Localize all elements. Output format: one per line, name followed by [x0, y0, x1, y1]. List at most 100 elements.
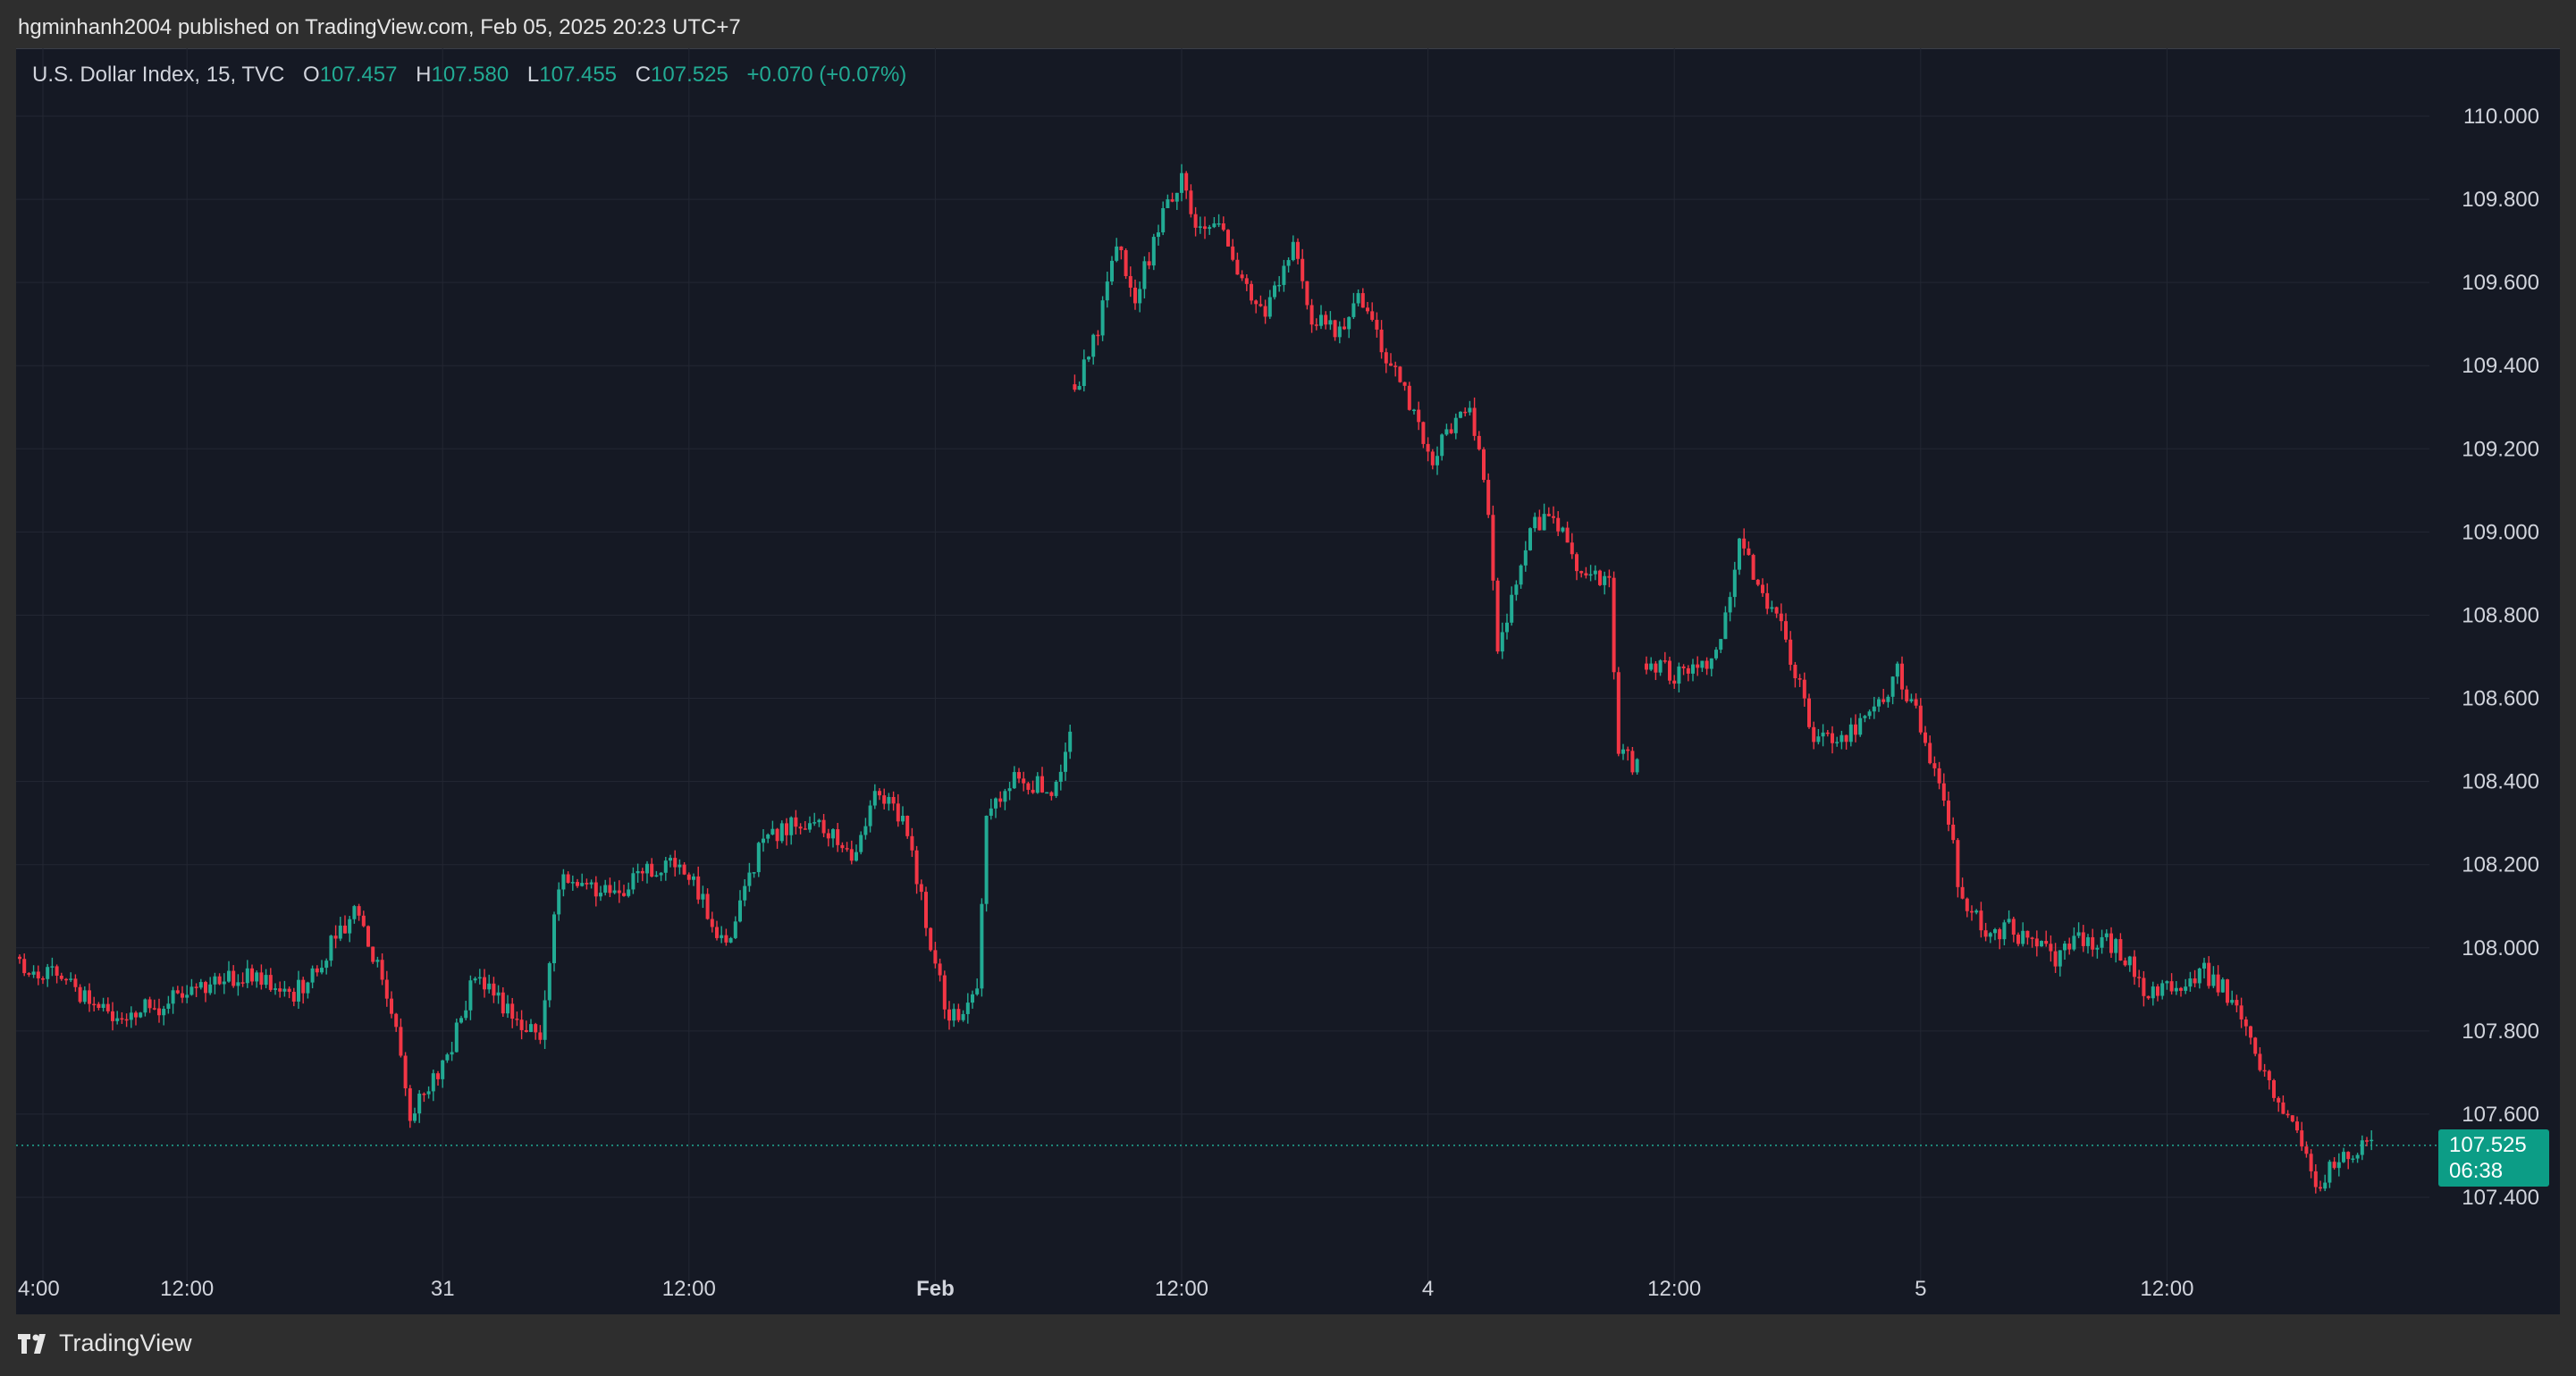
candle-body [1240, 274, 1244, 279]
candle [1932, 756, 1937, 776]
candle [1924, 726, 1927, 747]
candle [585, 878, 589, 890]
candle [1603, 571, 1607, 595]
grid-lines [16, 48, 2429, 1281]
candle [2137, 969, 2142, 988]
candle [1035, 772, 1040, 794]
candle-body [547, 963, 551, 1001]
candle [2076, 922, 2081, 939]
candle-body [1974, 910, 1979, 913]
candle [1291, 235, 1295, 262]
candle [2346, 1151, 2351, 1170]
candle [794, 810, 798, 835]
candlestick-chart[interactable]: 110.000 109.800 109.600 109.400 109.200 109.0… [16, 48, 2560, 1313]
candle [1115, 238, 1119, 263]
candle-body [519, 1019, 524, 1030]
candle [64, 977, 68, 986]
candle-body [1477, 435, 1481, 449]
candle [631, 867, 636, 894]
candle [1366, 301, 1369, 315]
change-value: +0.070 (+0.07%) [746, 63, 907, 87]
candle [566, 871, 570, 884]
candle-body [1286, 260, 1291, 266]
candle-body [924, 892, 928, 928]
candle-body [863, 826, 868, 835]
candle-body [1751, 555, 1755, 580]
candle [380, 953, 384, 986]
candle [2133, 950, 2136, 986]
candle-body [868, 805, 872, 826]
candle-body [1100, 300, 1105, 336]
candle-body [464, 1010, 468, 1019]
candle [1472, 397, 1477, 441]
candle-body [250, 968, 254, 982]
tradingview-logo[interactable]: TradingView [18, 1330, 192, 1357]
candle-body [324, 961, 329, 969]
candle-body [756, 843, 761, 873]
candle-body [617, 890, 621, 894]
candle-body [450, 1052, 454, 1055]
candle-body [185, 994, 189, 998]
candle-body [2142, 977, 2146, 996]
candle [2272, 1078, 2276, 1102]
candle [50, 957, 55, 977]
candle-body [496, 992, 501, 996]
candle-body [1993, 929, 1997, 934]
candle [831, 828, 835, 848]
candle-body [1835, 742, 1839, 743]
candle [1858, 713, 1863, 737]
candle [1918, 698, 1923, 735]
candle [1761, 578, 1764, 598]
candle-body [268, 975, 273, 990]
candle [1668, 656, 1671, 684]
candle [1045, 792, 1049, 794]
candle-body [1909, 699, 1914, 701]
candle [1905, 685, 1909, 703]
candle-body [1686, 667, 1690, 674]
candle-body [952, 1009, 956, 1021]
candle [259, 964, 264, 990]
candle [775, 827, 779, 849]
candle [2193, 969, 2197, 987]
candle-body [274, 988, 277, 990]
candle [1816, 728, 1821, 745]
candle-body [301, 979, 306, 994]
candle-body [2197, 968, 2201, 984]
candle-body [878, 791, 881, 796]
candle-body [1291, 241, 1295, 261]
candle-body [380, 960, 384, 980]
candle [1626, 746, 1630, 761]
candle [413, 1107, 417, 1123]
candle-body [1263, 306, 1267, 317]
candle-body [705, 894, 710, 919]
candle-body [1770, 607, 1774, 609]
candle-body [1677, 666, 1681, 684]
candle [1174, 192, 1179, 210]
candle-body [282, 988, 287, 992]
candle-body [36, 971, 40, 978]
candle [1645, 656, 1648, 675]
candle [1495, 577, 1500, 654]
candle-body [933, 950, 938, 964]
candle [291, 987, 296, 1007]
candle [213, 972, 217, 994]
candle-body [64, 978, 68, 981]
candle [961, 1010, 965, 1022]
candle-body [882, 795, 887, 804]
candle-body [1198, 226, 1202, 228]
candle-body [1296, 241, 1300, 259]
candle-body [194, 986, 198, 988]
candle-body [217, 976, 222, 985]
candle-body [1491, 515, 1495, 581]
candle-body [1389, 363, 1393, 366]
candle [2058, 950, 2062, 977]
candle-body [849, 849, 854, 861]
candle [1510, 586, 1514, 626]
candle-body [1119, 246, 1124, 251]
candle [2267, 1070, 2271, 1090]
candle [1286, 256, 1291, 273]
candle-body [1645, 663, 1648, 670]
candle [547, 961, 551, 1008]
candle [561, 868, 566, 897]
candle-body [593, 882, 598, 897]
